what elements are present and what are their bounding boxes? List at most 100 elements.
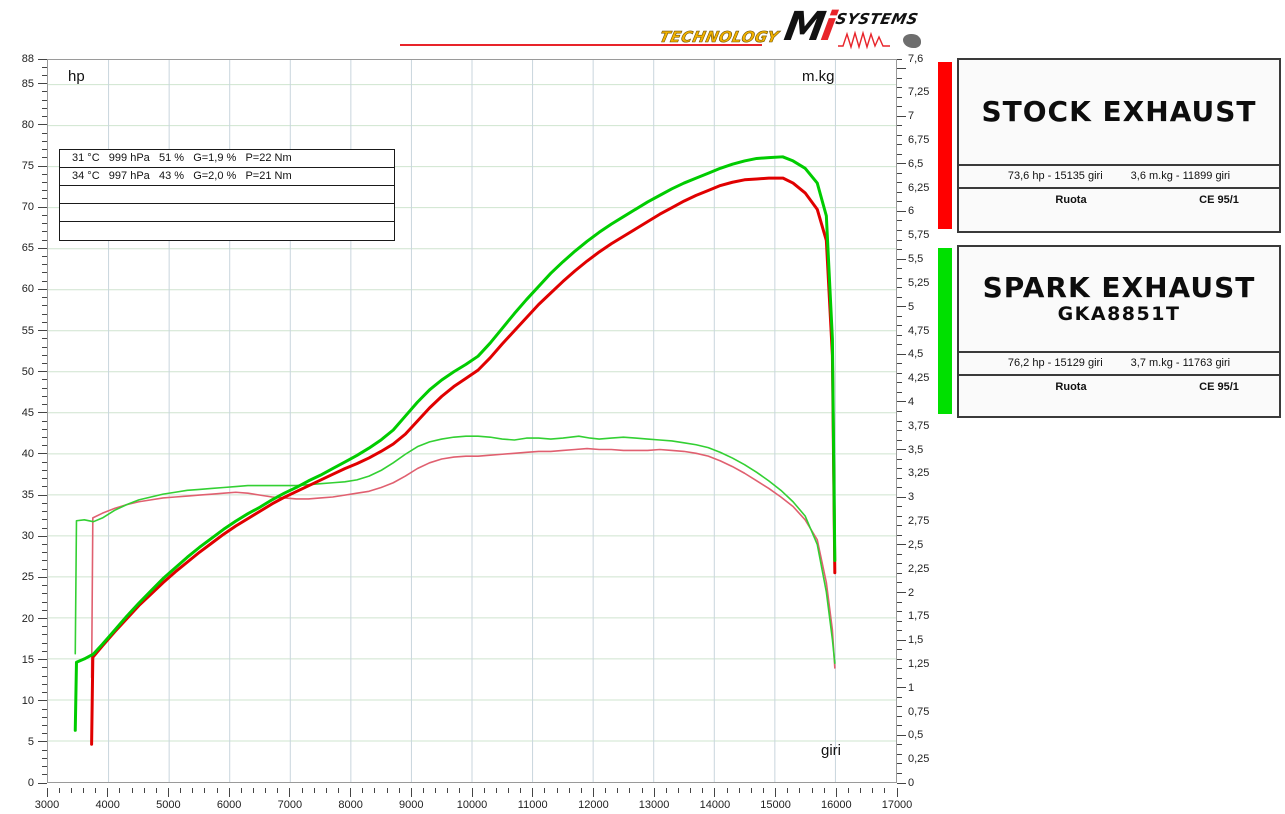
y2-tick-label: 2,75 (908, 515, 930, 527)
x-tick-minor (252, 788, 254, 793)
y-tick-label: 25 (21, 571, 34, 584)
x-tick-minor (107, 788, 109, 797)
y2-tick-label: 7 (908, 110, 915, 123)
y-tick-minor (42, 198, 47, 200)
y-tick-label: 40 (21, 447, 34, 460)
y-tick-minor (38, 165, 47, 167)
y2-tick-minor (897, 382, 902, 384)
y2-tick-label: 0,75 (908, 705, 930, 718)
y2-tick-label: 4,25 (908, 372, 930, 385)
legend-panel[interactable]: SPARK EXHAUST GKA8851T 76,2 hp - 15129 gir… (957, 245, 1281, 418)
legend-footer: Ruota CE 95/1 (959, 189, 1279, 212)
y2-tick-minor (897, 773, 902, 774)
x-tick-label: 10000 (456, 799, 488, 811)
y2-tick-minor (897, 601, 902, 603)
y-tick-minor (42, 757, 47, 759)
x-tick-minor (495, 788, 497, 793)
y-tick-minor (42, 75, 47, 76)
y2-tick-minor (897, 668, 902, 670)
x-tick-minor (787, 788, 789, 793)
y2-tick-label: 3 (908, 491, 915, 504)
legend-peak-power: 73,6 hp - 15135 giri (1007, 170, 1103, 182)
y2-tick-label: 0,25 (908, 753, 930, 766)
legend-panel[interactable]: STOCK EXHAUST 73,6 hp - 15135 giri 3,6 m.k… (957, 58, 1281, 233)
y-tick-minor (42, 708, 47, 710)
y-tick-minor (42, 321, 47, 323)
y2-tick-label: 7,6 (908, 53, 924, 65)
x-tick-minor (520, 788, 522, 793)
y-tick-minor (42, 91, 47, 93)
y2-tick-minor (897, 220, 902, 222)
y-tick-minor (42, 157, 47, 159)
y-tick-minor (42, 774, 47, 776)
y-tick-minor (38, 412, 47, 414)
y-tick-minor (38, 453, 47, 455)
y2-tick-minor (897, 734, 906, 736)
x-tick-minor (410, 788, 412, 797)
y2-tick-minor (897, 58, 902, 60)
y2-tick-minor (897, 706, 902, 708)
y2-tick-minor (897, 687, 906, 689)
y2-tick-label: 1 (908, 681, 915, 694)
x-tick-minor (665, 788, 667, 793)
y-tick-minor (42, 667, 47, 669)
y-tick-label: 15 (21, 653, 34, 666)
legend-measure-point: Ruota (1055, 194, 1087, 206)
y2-tick-minor (897, 134, 902, 136)
y2-tick-minor (897, 296, 902, 298)
logo-technology-text: TECHNOLOGY (658, 28, 781, 47)
y-tick-minor (42, 428, 47, 430)
y-tick-minor (38, 535, 47, 537)
y-tick-minor (42, 420, 47, 422)
x-tick-minor (860, 788, 862, 793)
y2-tick-label: 3,5 (908, 443, 924, 456)
y-tick-label: 50 (21, 365, 34, 378)
y2-tick-label: 6 (908, 205, 915, 218)
y-tick-minor (42, 749, 47, 751)
x-tick-minor (568, 788, 570, 793)
y-tick-label: 5 (27, 735, 34, 748)
y-tick-label: 30 (21, 530, 34, 543)
y2-tick-label: 3,75 (908, 419, 930, 432)
x-tick-minor (605, 788, 607, 793)
x-tick-minor (714, 788, 716, 797)
y-tick-minor (38, 124, 47, 126)
y2-tick-minor (897, 191, 902, 193)
y2-tick-minor (897, 106, 902, 108)
y-tick-minor (42, 297, 47, 299)
legend-title-block: STOCK EXHAUST (959, 60, 1279, 164)
y-tick-label: 85 (21, 77, 34, 90)
y2-tick-minor (897, 420, 902, 422)
x-tick-minor (155, 788, 157, 793)
y2-tick-minor (897, 439, 902, 441)
legend-peak-torque: 3,6 m.kg - 11899 giri (1130, 170, 1231, 182)
x-tick-minor (240, 788, 242, 793)
y2-tick-minor (897, 163, 906, 165)
x-tick-minor (507, 788, 509, 793)
x-tick-label: 4000 (95, 799, 120, 811)
x-tick-minor (228, 788, 230, 797)
y-tick-minor (42, 149, 47, 150)
y2-tick-minor (897, 753, 902, 755)
y2-tick-minor (897, 144, 902, 146)
y-tick-minor (42, 66, 47, 68)
y-tick-minor (42, 231, 47, 233)
y-tick-minor (42, 634, 47, 636)
y2-tick-minor (897, 468, 902, 470)
y2-tick-minor (897, 725, 902, 727)
x-tick-minor (884, 788, 886, 793)
run-conditions-row (60, 204, 394, 222)
y-tick-minor (42, 181, 47, 183)
x-tick-minor (435, 788, 437, 793)
y-tick-label: 70 (21, 201, 34, 214)
y2-tick-label: 0,5 (908, 729, 924, 742)
logo-waveform-icon (838, 30, 890, 50)
y2-tick-label: 7,25 (908, 86, 930, 99)
legend-exhaust-name: SPARK EXHAUST (982, 271, 1256, 304)
y2-tick-minor (897, 268, 902, 270)
y2-tick-minor (897, 639, 906, 641)
x-tick-minor (629, 788, 631, 793)
y2-tick-minor (897, 172, 902, 174)
y2-tick-minor (897, 572, 902, 574)
y-tick-minor (38, 700, 47, 702)
